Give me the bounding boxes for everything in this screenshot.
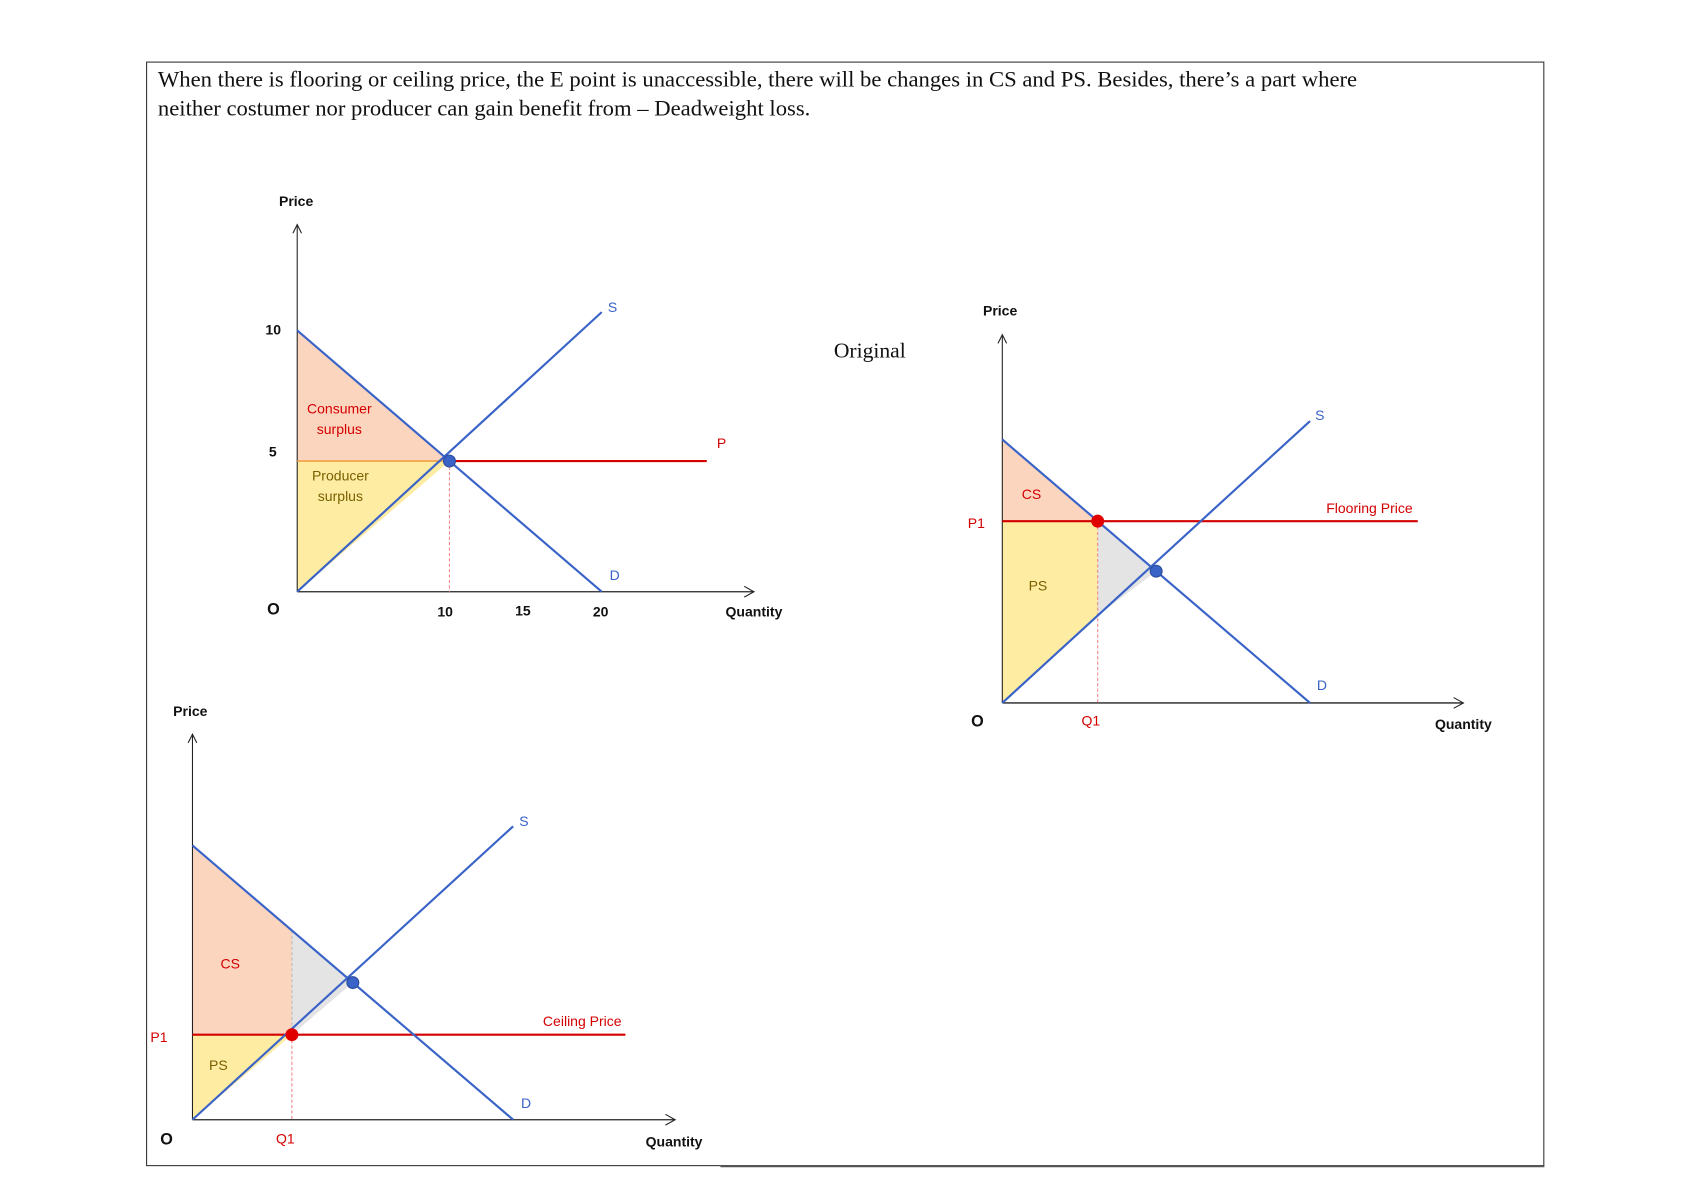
y-axis-label: Price: [279, 193, 313, 209]
p1-label: P1: [968, 515, 985, 531]
flooring-price-label: Flooring Price: [1326, 500, 1413, 516]
y-axis-label: Price: [173, 703, 207, 719]
x-tick-label: 10: [437, 604, 453, 620]
constrained-point: [285, 1028, 299, 1042]
x-axis-arrow-icon: [665, 1113, 677, 1126]
cs-label: CS: [221, 956, 240, 972]
supply-label: S: [608, 299, 617, 315]
content-frame: [146, 61, 1545, 1167]
ps-label: PS: [1029, 578, 1048, 594]
chart-original-labels: Price 10 5 O 10 15 20 Quantity S D P Con…: [265, 193, 782, 619]
origin-label: O: [160, 1131, 173, 1149]
x-axis-arrow-icon: [1453, 697, 1465, 709]
constrained-point: [1091, 514, 1105, 528]
chart-flooring-price: [997, 333, 1465, 709]
chart-ceiling-price: [187, 733, 677, 1126]
cs-label: CS: [1022, 486, 1041, 502]
supply-label: S: [519, 813, 528, 829]
y-tick-label: 10: [265, 322, 281, 338]
producer-surplus-area: [297, 461, 450, 592]
ps-area: [1002, 521, 1098, 703]
demand-label: D: [1317, 677, 1327, 693]
x-axis-label: Quantity: [646, 1134, 703, 1150]
equilibrium-point: [1149, 564, 1163, 578]
equilibrium-point: [442, 454, 456, 468]
x-tick-label: 20: [593, 604, 609, 620]
ceiling-price-label: Ceiling Price: [543, 1013, 622, 1029]
supply-curve: [296, 311, 603, 593]
x-axis-label: Quantity: [1435, 716, 1492, 732]
x-tick-label: 15: [515, 602, 531, 618]
price-line-label: P: [717, 435, 726, 451]
y-tick-label: 5: [269, 444, 277, 460]
equilibrium-point: [346, 976, 360, 990]
q1-label: Q1: [276, 1130, 295, 1146]
q1-label: Q1: [1081, 713, 1100, 729]
y-axis-label: Price: [983, 302, 1017, 318]
x-axis-arrow-icon: [743, 585, 756, 598]
original-label: Original: [834, 338, 906, 362]
demand-label: D: [521, 1095, 531, 1111]
chart-ceiling-labels: Price P1 O Q1 Quantity S D Ceiling Price…: [150, 703, 702, 1150]
origin-label: O: [267, 600, 280, 618]
demand-label: D: [610, 567, 620, 583]
x-axis-label: Quantity: [726, 604, 783, 620]
ps-label: Producer: [312, 468, 369, 484]
chart-original: [292, 223, 756, 598]
origin-label: O: [971, 713, 984, 731]
ps-label: surplus: [318, 488, 363, 504]
chart-flooring-labels: Price P1 O Q1 Quantity S D Flooring Pric…: [968, 302, 1492, 732]
p1-label: P1: [150, 1029, 167, 1045]
y-axis-arrow-icon: [187, 733, 198, 744]
cs-area: [192, 845, 292, 1035]
supply-curve: [1001, 420, 1311, 704]
cs-label: surplus: [317, 421, 362, 437]
intro-text-line-2: neither costumer nor producer can gain b…: [158, 96, 810, 121]
intro-text-line-1: When there is flooring or ceiling price,…: [158, 66, 1357, 91]
ps-label: PS: [209, 1057, 228, 1073]
supply-label: S: [1315, 407, 1324, 423]
y-axis-arrow-icon: [997, 333, 1008, 344]
deadweight-loss-area: [1097, 521, 1157, 616]
y-axis-arrow-icon: [292, 223, 303, 234]
cs-label: Consumer: [307, 401, 372, 417]
supply-curve: [191, 825, 514, 1121]
deadweight-loss-area: [291, 930, 353, 1035]
